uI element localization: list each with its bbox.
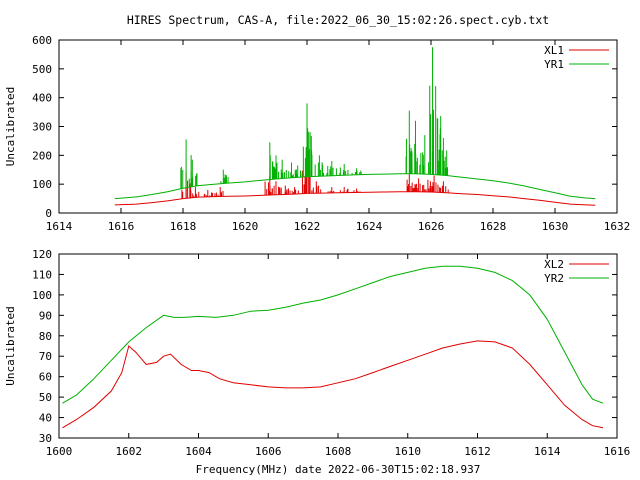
y-tick-label: 120: [32, 248, 52, 261]
top-chart: 1614 1616 1618 1620 1622 1624 1626 1628 1630 1632…: [4, 34, 630, 233]
legend-label-xl2: XL2: [544, 258, 564, 271]
legend-label-yr1: YR1: [544, 58, 564, 71]
x-tick-label: 1630: [542, 220, 569, 233]
x-tick-label: 1616: [604, 445, 631, 458]
x-tick-label: 1610: [395, 445, 422, 458]
x-tick-label: 1614: [534, 445, 561, 458]
y-tick-label: 70: [39, 350, 52, 363]
y-tick-label: 40: [39, 412, 52, 425]
x-tick-label: 1614: [46, 220, 73, 233]
y-tick-label: 90: [39, 309, 52, 322]
x-tick-label: 1616: [108, 220, 135, 233]
x-axis-label: Frequency(MHz) date 2022-06-30T15:02:18.…: [196, 463, 481, 476]
y-tick-label: 60: [39, 371, 52, 384]
x-tick-label: 1628: [480, 220, 507, 233]
series-line-yr1: [114, 173, 596, 200]
y-tick-label: 80: [39, 330, 52, 343]
y-tick-label: 100: [32, 289, 52, 302]
x-tick-label: 1622: [294, 220, 321, 233]
y-tick-label: 30: [39, 432, 52, 445]
x-tick-label: 1612: [464, 445, 491, 458]
series-line-xl2: [62, 340, 604, 429]
plot-frame: [58, 39, 618, 214]
x-tick-label: 1606: [255, 445, 282, 458]
y-tick-label: 0: [45, 207, 52, 220]
legend-label-yr2: YR2: [544, 272, 564, 285]
y-tick-label: 300: [32, 121, 52, 134]
y-axis-label: Uncalibrated: [4, 306, 17, 385]
y-tick-label: 50: [39, 391, 52, 404]
series-line-yr2: [62, 265, 604, 404]
x-tick-label: 1608: [325, 445, 352, 458]
x-tick-label: 1632: [604, 220, 631, 233]
y-tick-label: 400: [32, 92, 52, 105]
y-tick-label: 200: [32, 149, 52, 162]
x-tick-label: 1604: [185, 445, 212, 458]
figure-title: HIRES Spectrum, CAS-A, file:2022_06_30_1…: [127, 13, 549, 27]
x-tick-label: 1624: [356, 220, 383, 233]
y-tick-label: 100: [32, 178, 52, 191]
bottom-chart: 1600 1602 1604 1606 1608 1610 1612 1614 1616 30 40…: [4, 248, 630, 476]
y-axis-label: Uncalibrated: [4, 87, 17, 166]
x-tick-label: 1602: [116, 445, 143, 458]
x-tick-label: 1620: [232, 220, 259, 233]
y-tick-label: 600: [32, 34, 52, 47]
plot-frame: [58, 253, 618, 439]
x-tick-label: 1600: [46, 445, 73, 458]
x-tick-label: 1626: [418, 220, 445, 233]
legend-label-xl1: XL1: [544, 44, 564, 57]
series-line-xl1: [114, 191, 596, 206]
x-tick-label: 1618: [170, 220, 197, 233]
y-tick-label: 500: [32, 63, 52, 76]
y-tick-label: 110: [32, 268, 52, 281]
